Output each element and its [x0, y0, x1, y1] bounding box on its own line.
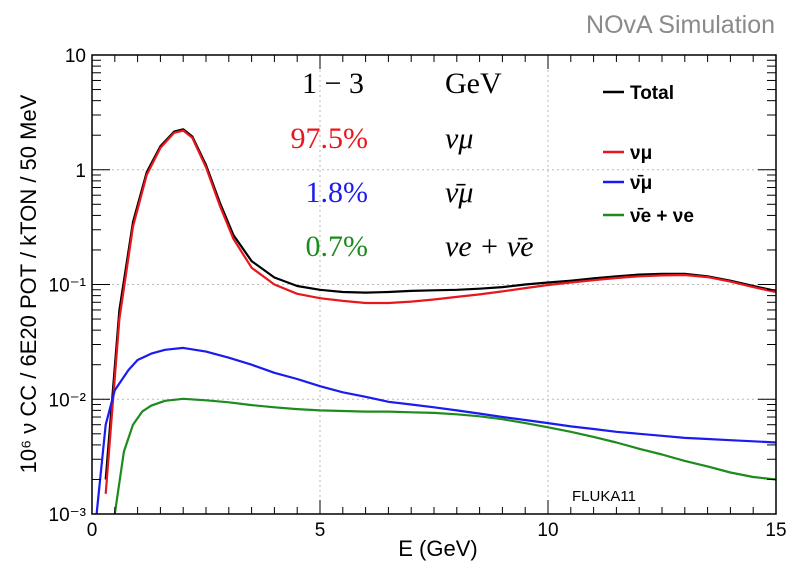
x-tick-label: 15	[765, 520, 786, 541]
axis-ticks	[91, 54, 777, 515]
annotation-block: 1 − 3 GeV 97.5% νμ 1.8% ν̄μ 0.7% νe + ν̄…	[291, 67, 534, 263]
series-total-line	[104, 128, 777, 480]
series-numubar-line	[95, 346, 777, 515]
annotation-percent-numu: 97.5%	[291, 122, 369, 155]
x-tick-label: 10	[537, 520, 558, 541]
annotation-label-numu: νμ	[445, 122, 473, 155]
grid-lines	[92, 55, 776, 514]
x-tick-label: 0	[87, 520, 98, 541]
legend-label-nue: ν̄e + νe	[630, 206, 694, 227]
y-tick-label: 10	[65, 46, 86, 67]
generator-tag: FLUKA11	[572, 488, 636, 505]
y-tick-label: 10⁻³	[49, 505, 87, 526]
series-group	[95, 128, 777, 515]
y-tick-label: 1	[75, 161, 86, 182]
x-tick-label: 5	[315, 520, 326, 541]
y-axis-label: 10⁶ ν CC / 6E20 POT / kTON / 50 MeV	[16, 94, 41, 473]
annotation-range-value: 1 − 3	[302, 67, 364, 100]
tick-labels: 0 5 10 15 10⁻³ 10⁻² 10⁻¹ 1 10	[49, 46, 787, 541]
legend-label-numubar: ν̄μ	[630, 173, 652, 194]
annotation-percent-numubar: 1.8%	[306, 176, 369, 209]
series-nue-line	[113, 397, 777, 515]
series-numu-line	[104, 129, 777, 494]
watermark-label: NOvA Simulation	[586, 11, 775, 39]
y-tick-label: 10⁻¹	[49, 276, 87, 297]
annotation-label-numubar: ν̄μ	[445, 176, 473, 209]
annotation-label-nue: νe + ν̄e	[445, 230, 534, 263]
x-axis-label: E (GeV)	[398, 536, 477, 561]
annotation-range-unit: GeV	[445, 67, 502, 100]
legend-label-numu: νμ	[630, 143, 652, 164]
legend: Total νμ ν̄μ ν̄e + νe	[603, 83, 694, 227]
legend-label-total: Total	[630, 83, 674, 104]
annotation-percent-nue: 0.7%	[306, 230, 369, 263]
y-tick-label: 10⁻²	[49, 390, 87, 411]
